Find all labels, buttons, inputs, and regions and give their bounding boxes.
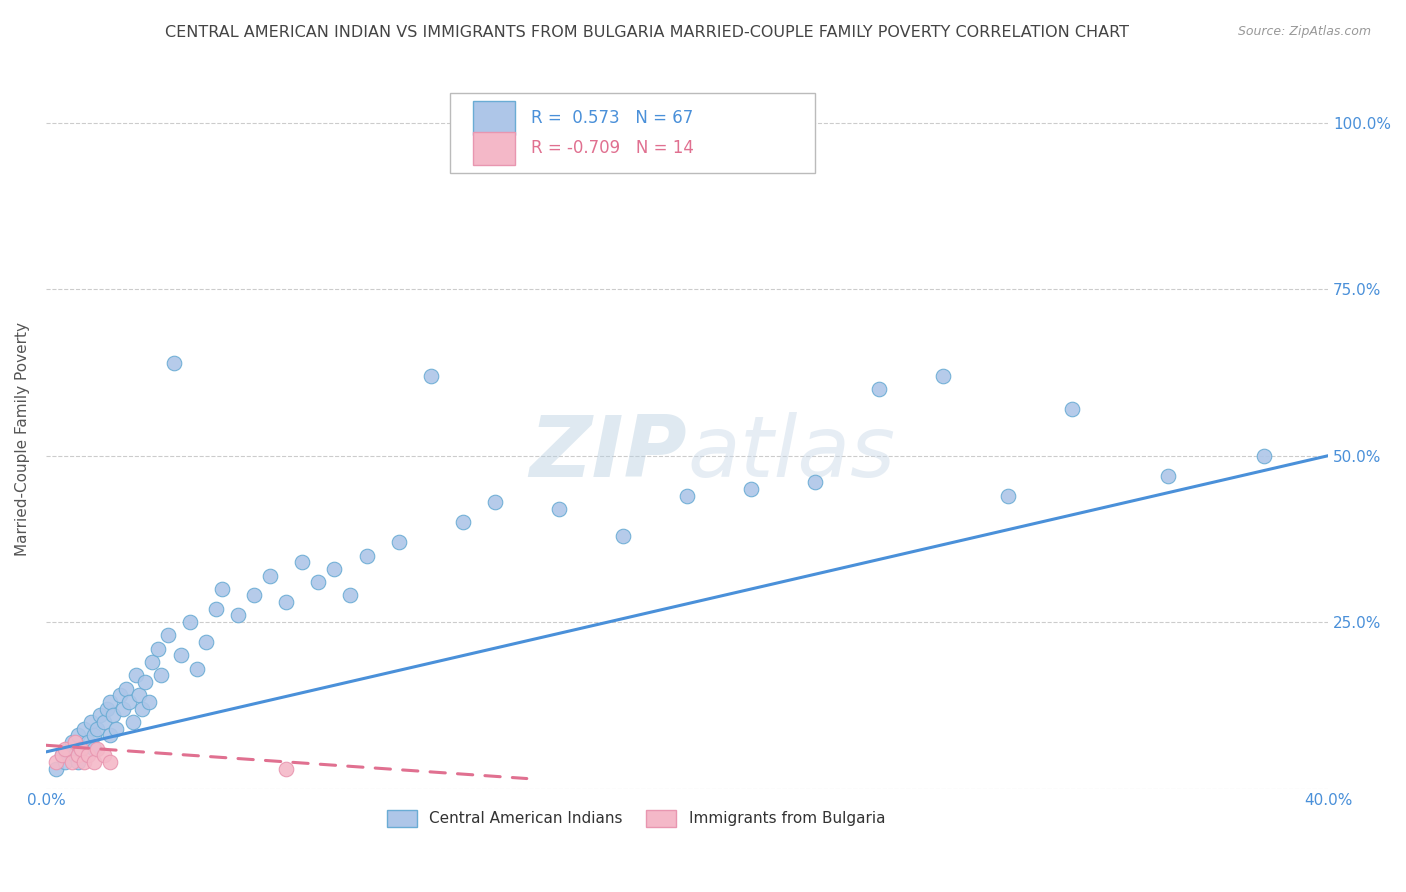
Point (932, 368, 955, 383)
Point (451, 516, 474, 530)
Text: R = -0.709   N = 14: R = -0.709 N = 14 (530, 139, 693, 157)
Point (73, 722, 96, 736)
Point (323, 562, 346, 576)
Point (51, 748, 73, 763)
Point (76, 748, 98, 763)
Point (103, 708, 125, 723)
Point (276, 762, 298, 776)
Point (997, 489, 1019, 503)
Point (111, 701, 134, 715)
Point (169, 648, 191, 663)
Point (63, 735, 86, 749)
Point (156, 628, 179, 642)
Point (66, 755, 89, 769)
Point (356, 549, 378, 563)
Text: ZIP: ZIP (530, 411, 688, 494)
Point (259, 568, 281, 582)
Point (98, 728, 121, 742)
Point (118, 695, 141, 709)
Point (66, 748, 89, 763)
Point (1253, 449, 1275, 463)
Point (1060, 402, 1083, 417)
Point (146, 641, 169, 656)
Point (60, 735, 83, 749)
Point (63, 748, 86, 763)
Point (53, 755, 76, 769)
Point (1157, 468, 1180, 483)
Point (128, 689, 150, 703)
Point (86, 722, 108, 736)
Point (73, 755, 96, 769)
Point (307, 575, 329, 590)
Point (105, 722, 128, 736)
Point (83, 755, 105, 769)
Point (205, 602, 228, 616)
Text: R =  0.573   N = 67: R = 0.573 N = 67 (530, 109, 693, 128)
Point (60, 755, 83, 769)
Point (98, 755, 121, 769)
Point (138, 695, 160, 709)
Point (76, 735, 98, 749)
Point (547, 502, 569, 516)
Text: Source: ZipAtlas.com: Source: ZipAtlas.com (1237, 25, 1371, 38)
Point (195, 635, 218, 649)
Point (291, 555, 314, 569)
Point (108, 689, 131, 703)
Point (186, 662, 208, 676)
FancyBboxPatch shape (472, 102, 515, 135)
Point (141, 655, 163, 669)
Point (45, 755, 67, 769)
Point (676, 489, 699, 503)
Point (387, 535, 409, 549)
Legend: Central American Indians, Immigrants from Bulgaria: Central American Indians, Immigrants fro… (381, 804, 891, 833)
Point (125, 668, 148, 682)
Point (226, 608, 249, 623)
Point (339, 589, 361, 603)
Point (51, 748, 73, 763)
Point (134, 675, 156, 690)
Point (804, 475, 827, 490)
Point (58, 741, 80, 756)
FancyBboxPatch shape (450, 93, 815, 173)
Point (115, 681, 138, 696)
Point (243, 589, 266, 603)
Point (276, 595, 298, 609)
FancyBboxPatch shape (472, 131, 515, 165)
Point (179, 615, 201, 629)
Point (53, 741, 76, 756)
Point (612, 528, 634, 542)
Y-axis label: Married-Couple Family Poverty: Married-Couple Family Poverty (15, 322, 30, 556)
Point (70, 741, 93, 756)
Point (45, 762, 67, 776)
Point (150, 668, 173, 682)
Point (86, 741, 108, 756)
Point (868, 382, 890, 396)
Point (66, 728, 89, 742)
Point (96, 701, 118, 715)
Point (70, 741, 93, 756)
Point (484, 495, 506, 509)
Point (89, 708, 111, 723)
Point (163, 355, 186, 369)
Point (83, 741, 105, 756)
Point (83, 728, 105, 742)
Point (740, 482, 762, 496)
Point (93, 748, 115, 763)
Point (93, 714, 115, 729)
Point (419, 368, 441, 383)
Point (80, 714, 103, 729)
Point (98, 695, 121, 709)
Text: atlas: atlas (688, 411, 896, 494)
Point (211, 582, 233, 596)
Point (131, 701, 153, 715)
Text: CENTRAL AMERICAN INDIAN VS IMMIGRANTS FROM BULGARIA MARRIED-COUPLE FAMILY POVERT: CENTRAL AMERICAN INDIAN VS IMMIGRANTS FR… (165, 25, 1129, 40)
Point (121, 714, 143, 729)
